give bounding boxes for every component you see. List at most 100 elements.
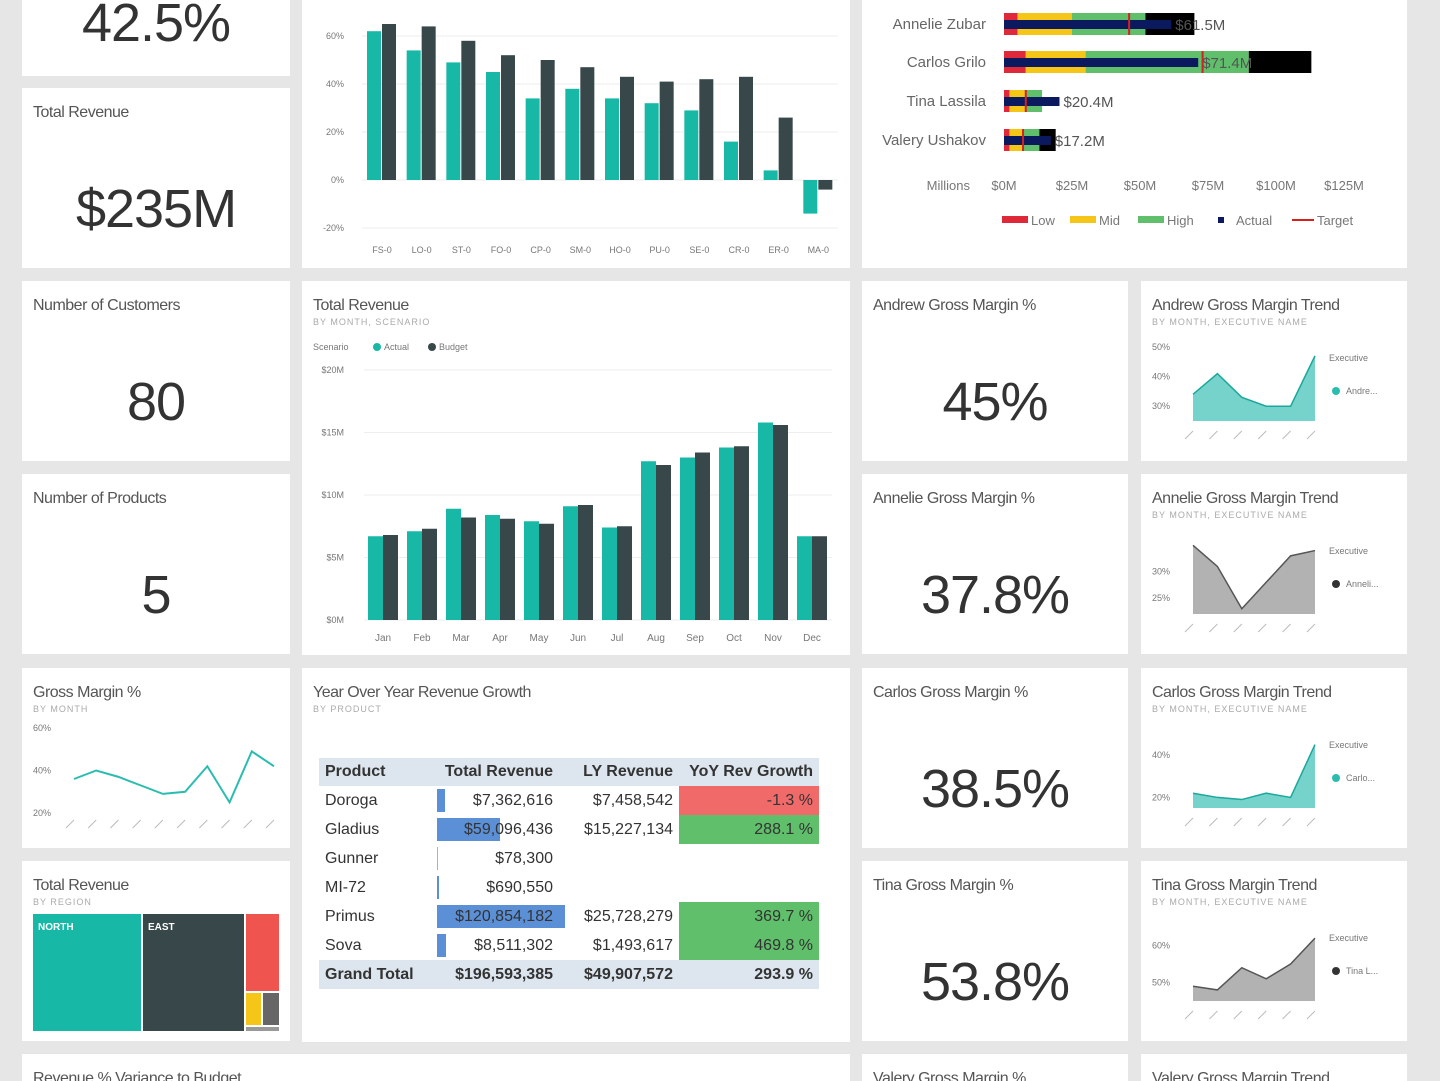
actual-bar (1004, 58, 1199, 67)
x-tick-label: PU-0 (649, 245, 670, 255)
sales-bullet-tile[interactable]: Annelie Zubar $61.5M Carlos Grilo $71.4M Tin… (862, 0, 1407, 268)
bar (684, 110, 699, 180)
treemap-north[interactable]: NORTH (33, 914, 141, 1031)
bar (778, 117, 793, 180)
variance-by-product-tile[interactable]: 60% 40% 20% 0% -20% FS-0 LO-0 ST-0 FO-0 CP-0 SM-0 H… (302, 0, 850, 268)
yoy-header[interactable]: Product (319, 758, 433, 786)
andrew-gm-title: Andrew Gross Margin % (873, 297, 1036, 314)
bar (524, 521, 539, 620)
treemap-region-3[interactable] (246, 914, 279, 991)
treemap-region-6[interactable] (246, 1027, 279, 1031)
y-tick-label: 60% (1152, 941, 1170, 951)
ly-revenue-cell: $7,458,542 (592, 791, 673, 809)
bar (446, 508, 461, 620)
total-revenue-cell: $196,593,385 (433, 960, 559, 989)
x-tick-label: Apr (492, 633, 508, 644)
yoy-growth-cell: 369.7 % (679, 902, 819, 931)
valery-gm-title: Valery Gross Margin % (873, 1070, 1026, 1081)
line-series (1192, 355, 1316, 407)
andrew-gm-tile[interactable]: Andrew Gross Margin % 45% (862, 281, 1128, 461)
yoy-header[interactable]: Total Revenue (433, 758, 559, 786)
customers-tile[interactable]: Number of Customers 80 (22, 281, 290, 461)
product-cell: Gladius (325, 820, 380, 838)
x-tick-label: ST-0 (452, 245, 471, 255)
grand-total-row[interactable]: Grand Total $196,593,385 $49,907,572 293.9 … (319, 960, 819, 989)
annelie-trend-chart: 30% 25% Executive Anneli... (1152, 544, 1379, 633)
salesperson-label: Tina Lassila (907, 93, 987, 110)
ly-revenue-cell: $1,493,617 (592, 936, 673, 954)
carlos-trend-subtitle: BY MONTH, EXECUTIVE NAME (1152, 704, 1308, 714)
bar (406, 50, 421, 181)
valery-gm-tile[interactable]: Valery Gross Margin % (862, 1054, 1128, 1081)
total-revenue-tile[interactable]: Total Revenue $235M (22, 88, 290, 268)
y-tick-label: $20M (321, 365, 344, 375)
total-revenue-value: $7,362,616 (472, 791, 553, 809)
valery-trend-tile[interactable]: Valery Gross Margin Trend (1141, 1054, 1407, 1081)
x-tick-mark (243, 819, 253, 829)
salesperson-label: Valery Ushakov (882, 132, 986, 149)
tina-gm-tile[interactable]: Tina Gross Margin % 53.8% (862, 861, 1128, 1041)
table-row[interactable]: Primus $120,854,182 $25,728,279 369.7 % (319, 902, 819, 931)
table-row[interactable]: Gladius $59,096,436 $15,227,134 288.1 % (319, 815, 819, 844)
x-tick-label: HO-0 (609, 245, 631, 255)
x-tick-label: LO-0 (412, 245, 432, 255)
bar (446, 62, 461, 180)
legend-label: Budget (439, 342, 468, 352)
range-band (1248, 51, 1312, 73)
data-label: $71.4M (1202, 55, 1252, 72)
yoy-header[interactable]: YoY Rev Growth (679, 758, 819, 786)
x-tick-label: $25M (1056, 178, 1089, 193)
yoy-growth-cell (679, 873, 819, 902)
x-tick-mark (1184, 817, 1194, 827)
carlos-trend-tile[interactable]: Carlos Gross Margin Trend BY MONTH, EXEC… (1141, 668, 1407, 848)
products-title: Number of Products (33, 490, 167, 507)
annelie-trend-subtitle: BY MONTH, EXECUTIVE NAME (1152, 510, 1308, 520)
revenue-data-bar (437, 876, 439, 899)
y-tick-label: 40% (326, 79, 344, 89)
yoy-growth-tile[interactable]: Year Over Year Revenue Growth BY PRODUCT… (302, 668, 850, 1042)
bar (797, 536, 812, 620)
ly-revenue-cell: $25,728,279 (584, 907, 673, 925)
product-cell: Grand Total (319, 960, 433, 989)
products-tile[interactable]: Number of Products 5 (22, 474, 290, 654)
x-tick-label: SE-0 (689, 245, 709, 255)
bar (605, 98, 619, 180)
treemap-region-5[interactable] (263, 993, 279, 1025)
bar (739, 76, 753, 180)
y-tick-label: $10M (321, 490, 344, 500)
table-row[interactable]: MI-72 $690,550 (319, 873, 819, 902)
x-tick-mark (1209, 430, 1218, 440)
revenue-variance-tile[interactable]: Revenue % Variance to Budget (22, 1054, 850, 1081)
ly-revenue-cell (559, 873, 679, 902)
treemap-east[interactable]: EAST (143, 914, 244, 1031)
revenue-data-bar (437, 789, 445, 812)
tina-trend-tile[interactable]: Tina Gross Margin Trend BY MONTH, EXECUT… (1141, 861, 1407, 1041)
andrew-trend-tile[interactable]: Andrew Gross Margin Trend BY MONTH, EXEC… (1141, 281, 1407, 461)
annelie-trend-tile[interactable]: Annelie Gross Margin Trend BY MONTH, EXE… (1141, 474, 1407, 654)
x-tick-mark (1306, 1010, 1316, 1020)
x-tick-label: May (530, 633, 549, 644)
revenue-by-month-tile[interactable]: Total Revenue BY MONTH, SCENARIO Scenari… (302, 281, 850, 655)
y-tick-label: 0% (331, 175, 344, 185)
area-series (1193, 744, 1315, 808)
revenue-by-region-tile[interactable]: Total Revenue BY REGION NORTH EAST (22, 861, 290, 1041)
data-label: $20.4M (1063, 94, 1113, 111)
gross-margin-tile[interactable]: Gross Margin % BY MONTH 60% 40% 20% (22, 668, 290, 848)
x-tick-mark (1257, 1010, 1267, 1020)
table-row[interactable]: Sova $8,511,302 $1,493,617 469.8 % (319, 931, 819, 960)
y-tick-label: 50% (1152, 342, 1170, 352)
annelie-gm-tile[interactable]: Annelie Gross Margin % 37.8% (862, 474, 1128, 654)
table-row[interactable]: Doroga $7,362,616 $7,458,542 -1.3 % (319, 786, 819, 815)
legend-dot (1332, 387, 1340, 395)
gross-margin-title: Gross Margin % (33, 684, 141, 701)
carlos-gm-tile[interactable]: Carlos Gross Margin % 38.5% (862, 668, 1128, 848)
y-tick-label: 30% (1152, 401, 1170, 411)
legend-label: Target (1317, 213, 1354, 228)
yoy-header[interactable]: LY Revenue (559, 758, 679, 786)
kpi-top-tile[interactable]: 42.5% (22, 0, 290, 76)
bar (367, 31, 381, 181)
x-tick-label: SM-0 (570, 245, 592, 255)
treemap-region-4[interactable] (246, 993, 261, 1025)
table-row[interactable]: Gunner $78,300 (319, 844, 819, 873)
bar (656, 465, 671, 620)
